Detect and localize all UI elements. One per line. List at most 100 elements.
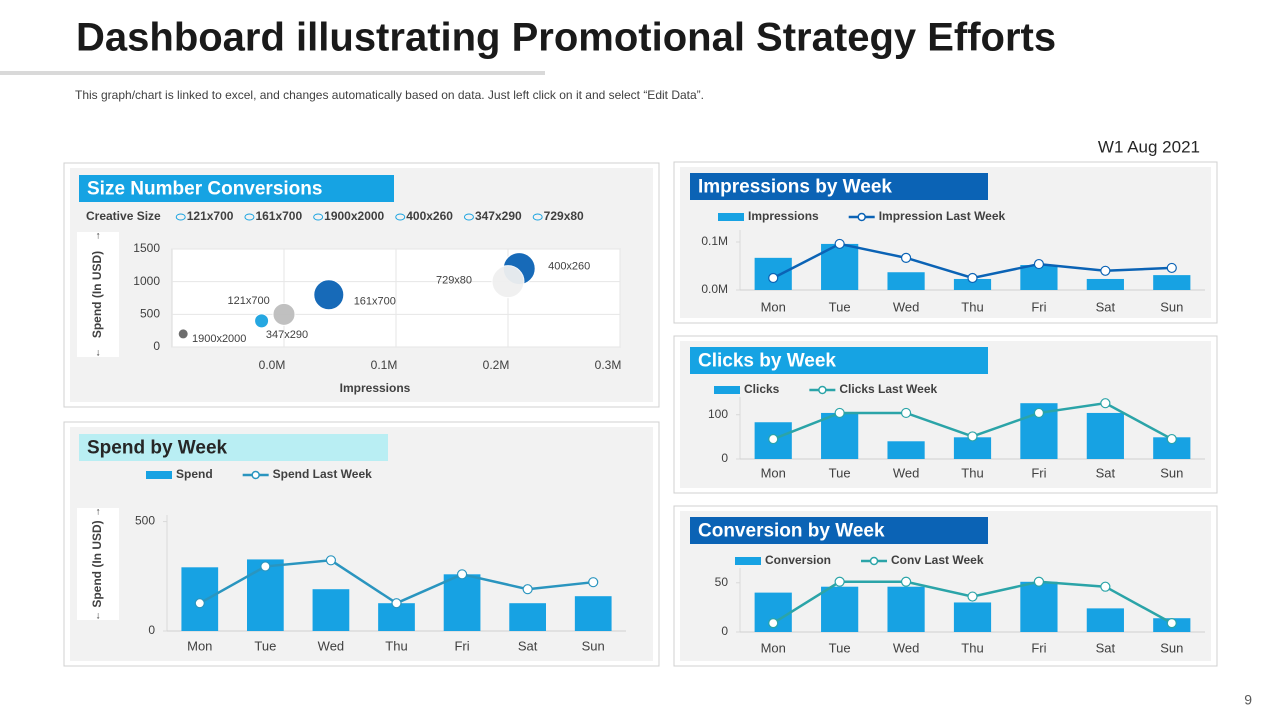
y-tick-label: 1000 xyxy=(133,274,160,288)
x-tick-label: Wed xyxy=(318,638,345,653)
chart-title: Conversion by Week xyxy=(698,521,885,542)
line-marker xyxy=(391,598,402,609)
legend-title: Creative Size xyxy=(86,209,161,223)
bar xyxy=(887,586,925,632)
y-tick-label: 0.0M xyxy=(701,282,728,296)
x-tick-label: 0.1M xyxy=(371,358,398,372)
x-tick-label: Wed xyxy=(893,299,920,314)
bar xyxy=(443,574,481,631)
line-marker xyxy=(900,407,912,419)
legend-label: Spend Last Week xyxy=(273,467,372,481)
data-label: 400x260 xyxy=(548,261,590,273)
bar xyxy=(1020,581,1058,632)
x-tick-label: Sat xyxy=(518,638,538,653)
bar xyxy=(1086,412,1124,459)
bar xyxy=(887,441,925,459)
x-tick-label: Thu xyxy=(961,299,983,314)
bar xyxy=(312,589,350,631)
bar xyxy=(821,412,859,459)
x-tick-label: 0.3M xyxy=(595,358,622,372)
line-marker xyxy=(194,598,205,609)
line-marker xyxy=(967,272,978,284)
y-tick-label: 0 xyxy=(721,451,728,465)
legend-label: 121x700 xyxy=(187,209,234,223)
legend-label: 1900x2000 xyxy=(324,209,384,223)
chart-title: Impressions by Week xyxy=(698,177,892,198)
x-tick-label: Tue xyxy=(254,638,276,653)
line-marker xyxy=(768,618,779,629)
line-marker xyxy=(260,561,271,572)
y-tick-label: 0.1M xyxy=(701,234,728,248)
line-marker xyxy=(325,555,337,566)
line-marker xyxy=(1100,581,1111,592)
line-marker xyxy=(1100,398,1111,409)
line-marker xyxy=(1033,258,1045,270)
x-tick-label: Sat xyxy=(1096,640,1116,655)
x-tick-label: Fri xyxy=(1031,465,1046,480)
title-box xyxy=(79,434,388,461)
bubble xyxy=(272,302,296,326)
legend-label: 400x260 xyxy=(406,209,453,223)
bubble xyxy=(254,313,270,329)
line-marker xyxy=(1033,576,1045,587)
legend-marker xyxy=(532,213,543,221)
legend-marker xyxy=(463,213,474,221)
y-axis-label: Spend (In USD) xyxy=(90,251,104,338)
bar xyxy=(509,603,547,631)
legend-marker xyxy=(175,213,186,221)
y-tick-label: 1500 xyxy=(133,241,160,255)
line-marker xyxy=(1166,618,1177,629)
line-marker xyxy=(900,252,912,263)
bar xyxy=(1086,608,1124,632)
bar xyxy=(821,586,859,632)
bubble xyxy=(313,279,345,311)
line-marker xyxy=(768,272,779,284)
bar xyxy=(1020,265,1058,290)
legend-swatch xyxy=(714,386,740,394)
note: This graph/chart is linked to excel, and… xyxy=(75,88,704,102)
line-marker xyxy=(1100,265,1111,276)
bar xyxy=(953,278,992,290)
title-box xyxy=(690,347,988,374)
x-tick-label: Tue xyxy=(829,640,851,655)
legend-label: Clicks Last Week xyxy=(839,382,937,396)
legend-label: Spend xyxy=(176,467,213,481)
x-tick-label: Sat xyxy=(1096,465,1116,480)
line-marker xyxy=(834,407,845,419)
x-tick-label: Mon xyxy=(761,465,786,480)
line-marker xyxy=(967,431,978,442)
data-label: 1900x2000 xyxy=(192,333,246,345)
x-tick-label: Fri xyxy=(454,638,469,653)
legend-marker xyxy=(244,213,255,221)
x-tick-label: Sun xyxy=(582,638,605,653)
data-label: 347x290 xyxy=(266,329,308,341)
x-tick-label: 0.2M xyxy=(483,358,510,372)
bubble xyxy=(177,328,189,340)
bar xyxy=(1153,275,1191,290)
legend-marker xyxy=(857,212,866,222)
legend-marker xyxy=(869,556,879,566)
x-tick-label: Thu xyxy=(961,640,983,655)
bar xyxy=(574,596,612,631)
bar xyxy=(887,272,925,290)
legend-label: 347x290 xyxy=(475,209,522,223)
line-marker xyxy=(834,576,845,587)
x-tick-label: Thu xyxy=(385,638,407,653)
title-box xyxy=(690,517,988,544)
x-tick-label: Sun xyxy=(1160,299,1183,314)
y-label-box xyxy=(77,508,119,620)
y-tick-label: 0 xyxy=(153,339,160,353)
legend-label: Conversion xyxy=(765,553,831,567)
line-marker xyxy=(1033,407,1045,419)
legend-marker xyxy=(395,213,406,221)
bubble xyxy=(491,265,525,299)
legend-marker xyxy=(818,385,827,395)
y-tick-label: 500 xyxy=(140,307,160,321)
title-box xyxy=(690,173,988,200)
x-tick-label: Tue xyxy=(829,299,851,314)
y-tick-label: 100 xyxy=(708,407,728,421)
x-tick-label: Wed xyxy=(893,465,920,480)
line-marker xyxy=(522,584,533,595)
y-axis-label: Spend (In USD) xyxy=(90,520,104,607)
